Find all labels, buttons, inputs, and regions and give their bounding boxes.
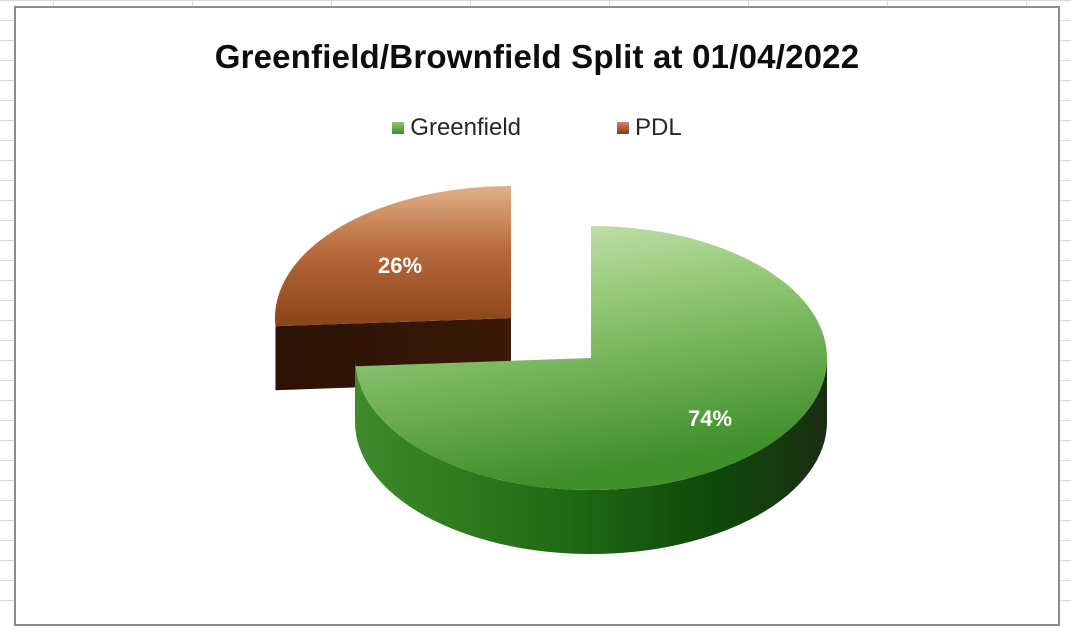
pie-slice-side-greenfield	[355, 358, 827, 554]
legend-swatch-pdl	[617, 122, 630, 134]
legend-item-pdl[interactable]: PDL	[617, 114, 682, 142]
chart-area[interactable]: Greenfield/Brownfield Split at 01/04/202…	[14, 6, 1060, 626]
pie-plot-area: 74% 26%	[275, 186, 828, 554]
legend-swatch-greenfield	[392, 122, 405, 134]
legend-label-pdl: PDL	[635, 114, 682, 141]
chart-title: Greenfield/Brownfield Split at 01/04/202…	[214, 38, 860, 75]
legend-item-greenfield[interactable]: Greenfield	[392, 114, 521, 142]
data-label-pdl: 26%	[378, 253, 422, 278]
data-label-greenfield: 74%	[688, 406, 732, 431]
chart-legend[interactable]: Greenfield PDL	[16, 114, 1058, 142]
pie-slice-greenfield	[355, 226, 828, 490]
pie-chart	[275, 186, 828, 554]
legend-label-greenfield: Greenfield	[410, 114, 522, 141]
pie-slice-pdl	[275, 186, 511, 327]
